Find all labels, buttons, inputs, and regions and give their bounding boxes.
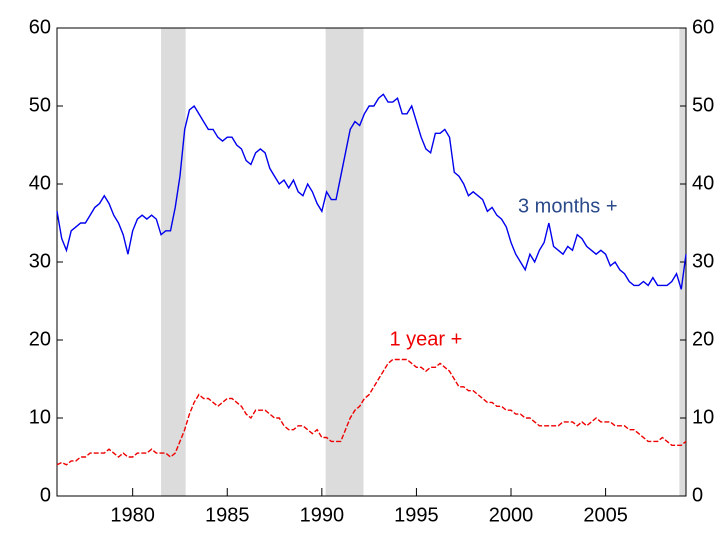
x-tick-label: 1985 (205, 504, 250, 526)
y-tick-label: 0 (40, 484, 51, 506)
series-line (56, 358, 687, 466)
plot-frame (56, 27, 687, 497)
x-tick-label: 1990 (300, 504, 345, 526)
y2-tick-label: 60 (692, 16, 714, 38)
x-tick-label: 2000 (489, 504, 534, 526)
annotation: 3 months + (518, 196, 618, 218)
y-tick-label: 60 (29, 16, 51, 38)
y2-tick-label: 40 (692, 172, 714, 194)
x-tick-label: 2005 (583, 504, 628, 526)
y-tick-label: 50 (29, 94, 51, 116)
y-tick-label: 10 (29, 406, 51, 428)
recession-band (325, 28, 364, 496)
x-tick-label: 1980 (110, 504, 155, 526)
y2-tick-label: 0 (692, 484, 703, 506)
recession-band (161, 28, 186, 496)
y-tick-label: 30 (29, 250, 51, 272)
y2-tick-label: 30 (692, 250, 714, 272)
x-tick-label: 1995 (394, 504, 439, 526)
y2-tick-label: 10 (692, 406, 714, 428)
annotation: 1 year + (389, 328, 462, 350)
y2-tick-label: 20 (692, 328, 714, 350)
y-tick-label: 40 (29, 172, 51, 194)
series-line (56, 93, 687, 290)
y2-tick-label: 50 (692, 94, 714, 116)
y-tick-label: 20 (29, 328, 51, 350)
